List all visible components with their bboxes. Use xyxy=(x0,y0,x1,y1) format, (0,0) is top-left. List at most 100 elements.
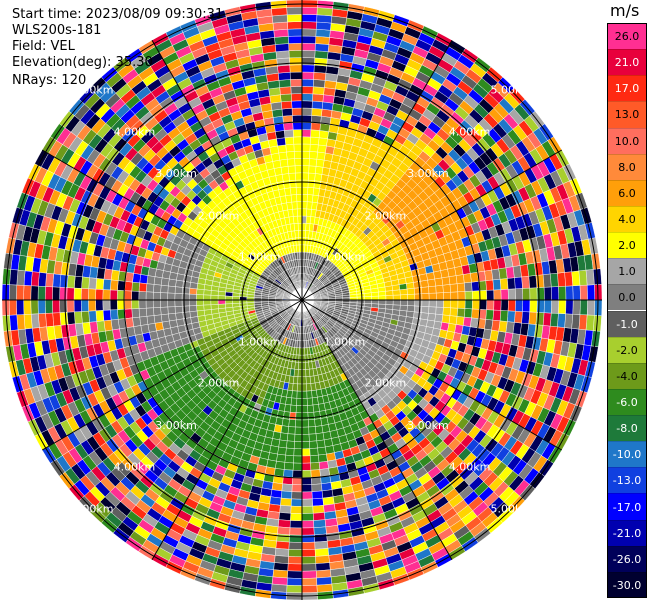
velocity-gate xyxy=(301,35,317,44)
velocity-gate xyxy=(160,284,169,294)
velocity-gate xyxy=(271,576,288,586)
velocity-gate xyxy=(309,447,319,457)
velocity-gate xyxy=(301,230,306,238)
velocity-gate xyxy=(289,534,303,543)
velocity-gate xyxy=(549,272,559,288)
velocity-gate xyxy=(289,520,303,529)
velocity-gate xyxy=(309,454,320,464)
velocity-gate xyxy=(435,306,444,316)
velocity-gate xyxy=(276,453,286,463)
velocity-gate xyxy=(146,315,156,325)
velocity-gate xyxy=(449,283,459,293)
velocity-gate xyxy=(308,433,318,442)
velocity-gate xyxy=(168,313,177,322)
velocity-gate xyxy=(298,362,303,370)
velocity-gate xyxy=(289,57,303,66)
velocity-gate xyxy=(293,143,303,152)
velocity-gate xyxy=(528,311,538,325)
velocity-gate xyxy=(507,310,516,323)
velocity-gate xyxy=(315,21,332,31)
velocity-gate xyxy=(292,462,303,471)
velocity-gate xyxy=(456,307,466,318)
velocity-gate xyxy=(479,299,488,310)
velocity-gate xyxy=(146,275,156,285)
velocity-gate xyxy=(315,166,324,175)
velocity-gate xyxy=(406,287,415,295)
velocity-gate xyxy=(131,281,140,292)
velocity-gate xyxy=(385,299,394,306)
velocity-gate xyxy=(292,383,298,392)
velocity-gate xyxy=(275,50,290,60)
velocity-gate xyxy=(301,383,308,392)
velocity-gate xyxy=(116,299,125,310)
velocity-gate xyxy=(274,43,290,53)
velocity-gate xyxy=(294,433,303,442)
velocity-gate xyxy=(124,299,133,310)
velocity-gate xyxy=(301,186,309,195)
velocity-gate xyxy=(283,129,294,138)
velocity-gate xyxy=(398,310,408,317)
velocity-gate xyxy=(427,313,436,322)
velocity-gate xyxy=(310,122,321,131)
velocity-gate xyxy=(435,299,444,308)
velocity-gate xyxy=(457,299,466,309)
velocity-gate xyxy=(421,286,430,294)
velocity-gate xyxy=(321,167,331,176)
velocity-gate xyxy=(521,275,530,289)
velocity-gate xyxy=(413,287,423,295)
velocity-gate xyxy=(301,194,308,202)
velocity-gate xyxy=(88,310,97,323)
colorbar-level: 8.0 xyxy=(607,153,647,180)
velocity-gate xyxy=(370,303,379,309)
velocity-gate xyxy=(295,419,303,428)
velocity-gate xyxy=(138,291,147,301)
velocity-gate xyxy=(298,230,303,238)
range-ring-label: 3.00km xyxy=(155,167,197,180)
velocity-gate xyxy=(287,28,303,37)
velocity-gate xyxy=(558,299,567,315)
velocity-gate xyxy=(160,292,169,301)
range-ring-label: 4.00km xyxy=(449,461,491,474)
velocity-gate xyxy=(565,285,574,301)
velocity-gate xyxy=(435,284,444,294)
velocity-gate xyxy=(301,208,308,217)
velocity-gate xyxy=(74,275,83,289)
velocity-gate xyxy=(73,299,82,313)
velocity-gate xyxy=(288,419,296,428)
velocity-gate xyxy=(318,137,328,147)
velocity-gate xyxy=(211,285,220,292)
velocity-gate xyxy=(434,277,444,287)
velocity-gate xyxy=(273,562,289,572)
velocity-gate xyxy=(301,100,313,109)
range-ring-label: 4.00km xyxy=(114,461,156,474)
velocity-gate xyxy=(290,78,303,87)
velocity-gate xyxy=(181,293,190,301)
velocity-gate xyxy=(312,187,320,196)
velocity-gate xyxy=(271,7,288,17)
velocity-gate xyxy=(189,282,198,290)
velocity-gate xyxy=(471,308,480,319)
velocity-gate xyxy=(271,14,288,24)
range-ring-label: 2.00km xyxy=(198,376,240,389)
velocity-gate xyxy=(311,201,318,211)
velocity-gate xyxy=(312,497,324,507)
velocity-gate xyxy=(450,291,459,301)
velocity-gate xyxy=(421,306,430,314)
velocity-gate xyxy=(288,42,303,51)
velocity-gate xyxy=(378,295,387,301)
velocity-gate xyxy=(500,299,509,312)
velocity-gate xyxy=(558,285,567,301)
velocity-gate xyxy=(316,439,326,449)
velocity-gate xyxy=(392,294,401,301)
velocity-gate xyxy=(287,35,303,44)
velocity-gate xyxy=(308,172,316,181)
velocity-gate xyxy=(414,293,423,301)
velocity-gate xyxy=(124,308,133,319)
velocity-gate xyxy=(277,144,287,154)
velocity-gate xyxy=(292,477,303,486)
velocity-gate xyxy=(448,315,458,325)
velocity-gate xyxy=(565,299,574,315)
velocity-gate xyxy=(426,319,435,329)
range-ring-label: 2.00km xyxy=(365,376,407,389)
velocity-gate xyxy=(449,307,459,317)
